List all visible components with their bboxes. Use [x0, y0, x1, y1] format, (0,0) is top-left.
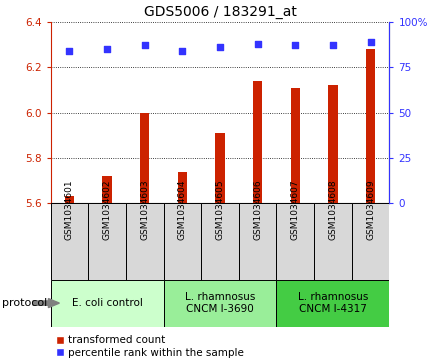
Point: [292, 42, 299, 48]
Text: GSM1034603: GSM1034603: [140, 179, 149, 240]
Bar: [88, 203, 126, 280]
Point: [141, 42, 148, 48]
Text: L. rhamnosus
CNCM I-3690: L. rhamnosus CNCM I-3690: [185, 292, 255, 314]
Point: [103, 46, 110, 52]
Bar: [366, 49, 375, 203]
Point: [367, 39, 374, 45]
Title: GDS5006 / 183291_at: GDS5006 / 183291_at: [143, 5, 297, 19]
Text: GSM1034601: GSM1034601: [65, 179, 74, 240]
Bar: [51, 280, 164, 327]
Bar: [164, 280, 276, 327]
Bar: [253, 81, 262, 203]
Bar: [65, 196, 74, 203]
Bar: [314, 203, 352, 280]
Text: GSM1034609: GSM1034609: [366, 179, 375, 240]
Point: [216, 44, 224, 50]
Point: [254, 41, 261, 46]
Bar: [239, 203, 276, 280]
Point: [66, 48, 73, 54]
Point: [330, 42, 337, 48]
Bar: [290, 87, 300, 203]
Bar: [140, 113, 150, 203]
Point: [179, 48, 186, 54]
Bar: [164, 203, 201, 280]
Bar: [276, 203, 314, 280]
Text: GSM1034607: GSM1034607: [291, 179, 300, 240]
Bar: [103, 176, 112, 203]
Text: GSM1034606: GSM1034606: [253, 179, 262, 240]
Bar: [201, 203, 239, 280]
Text: GSM1034602: GSM1034602: [103, 179, 112, 240]
Legend: transformed count, percentile rank within the sample: transformed count, percentile rank withi…: [56, 335, 244, 358]
Bar: [51, 203, 88, 280]
Text: protocol: protocol: [2, 298, 48, 308]
Text: E. coli control: E. coli control: [72, 298, 143, 308]
Bar: [126, 203, 164, 280]
Text: GSM1034605: GSM1034605: [216, 179, 224, 240]
Bar: [328, 85, 337, 203]
Text: GSM1034604: GSM1034604: [178, 179, 187, 240]
Text: L. rhamnosus
CNCM I-4317: L. rhamnosus CNCM I-4317: [298, 292, 368, 314]
Bar: [178, 171, 187, 203]
Bar: [215, 133, 225, 203]
Text: GSM1034608: GSM1034608: [328, 179, 337, 240]
Bar: [276, 280, 389, 327]
Bar: [352, 203, 389, 280]
